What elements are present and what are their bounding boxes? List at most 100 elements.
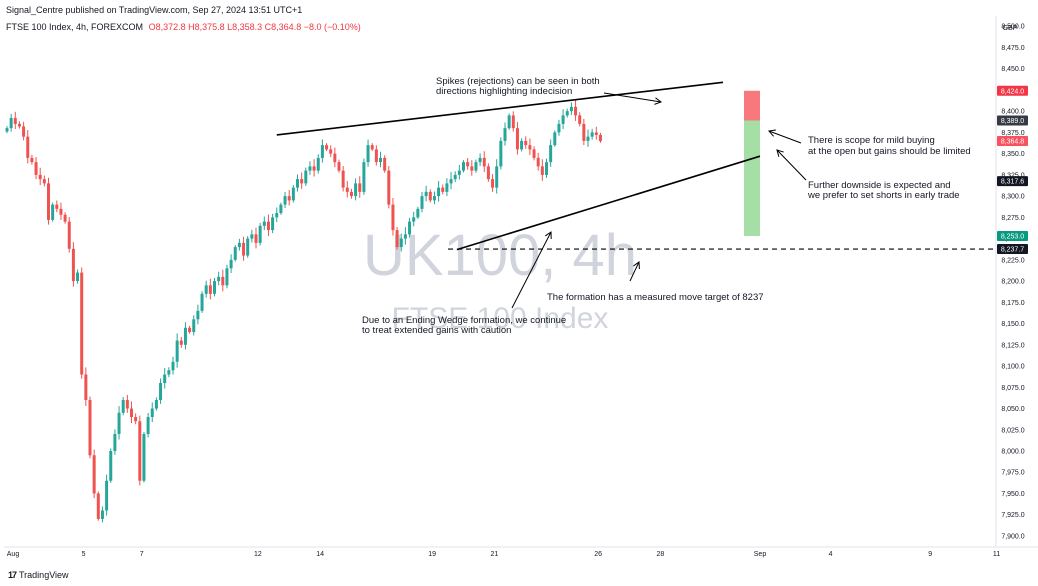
candle-body [308,166,312,171]
candle-body [445,183,449,192]
candle-body [565,111,569,116]
stop-loss-zone [744,90,760,121]
watermark-main: UK100, 4h [363,223,637,288]
candle-body [34,162,38,175]
wedge-upper-line [276,81,724,136]
candles [5,100,602,523]
price-tag [997,231,1028,242]
candle-body [391,204,395,231]
candle-body [42,179,46,184]
candle-body [383,157,387,171]
candle-body [242,242,246,256]
arrow-spikes-head [654,97,663,105]
y-tick-label: 7,925.0 [1001,512,1024,519]
arrow-target-head [633,261,640,270]
candle-body [200,293,204,311]
candle-body [499,140,503,167]
candle-body [113,434,117,451]
y-tick-label: 8,275.0 [1001,215,1024,222]
candle-body [424,191,428,197]
candle-body [420,196,424,209]
candle-body [408,221,412,235]
x-tick-label: 7 [140,551,144,558]
candle-body [437,187,441,197]
candle-body [150,408,154,418]
plot-frame [4,16,1038,548]
candle-body [30,157,34,163]
symbol-title[interactable]: FTSE 100 Index, 4h, FOREXCOM [6,22,144,32]
candle-body [142,434,146,481]
candle-body [524,140,528,146]
candle-body [598,134,602,142]
candle-body [84,374,88,401]
candle-body [379,157,382,163]
note-spikes-2: directions highlighting indecision [436,86,572,97]
time-axis[interactable]: Aug 5 7 12 14 19 21 26 28 Sep 4 9 11 [7,551,1001,558]
y-tick-label: 8,450.0 [1001,66,1024,73]
candle-body [105,480,109,511]
y-tick-label: 7,900.0 [1001,533,1024,540]
candle-body [594,132,598,135]
x-tick-label: Sep [754,551,767,558]
y-tick-label: 8,025.0 [1001,427,1024,434]
candle-body [453,174,457,180]
price-tag-label: 8,317.6 [1001,179,1024,186]
tradingview-footer[interactable]: 17 TradingView [8,570,69,580]
price-tag [997,115,1028,126]
note-spikes-1: Spikes (rejections) can be seen in both [436,76,600,87]
candle-body [266,221,270,231]
candle-body [416,208,420,218]
candle-body [117,412,121,435]
y-tick-label: 8,125.0 [1001,342,1024,349]
candle-body [287,196,291,201]
candle-body [329,149,333,154]
y-tick-label: 8,150.0 [1001,321,1024,328]
candle-body [486,166,490,180]
candle-body [341,170,345,188]
y-tick-label: 8,050.0 [1001,406,1024,413]
candle-body [167,370,171,375]
candle-body [258,225,262,243]
y-tick-label: 8,325.0 [1001,172,1024,179]
candle-body [9,117,13,129]
candle-body [333,153,337,163]
x-tick-label: 19 [428,551,436,558]
candle-body [316,157,320,171]
arrow-buying [768,130,802,144]
candle-body [515,128,519,150]
candle-body [233,247,237,260]
symbol-line: FTSE 100 Index, 4h, FOREXCOM O8,372.8 H8… [6,22,361,32]
candle-body [17,123,21,127]
candle-body [188,327,192,333]
candle-body [192,319,196,333]
candle-body [13,117,17,124]
candle-body [549,145,553,163]
candle-body [163,374,167,384]
candle-body [22,126,26,137]
price-tag-label: 8,389.0 [1001,118,1024,125]
candle-body [208,285,212,294]
published-line: Signal_Centre published on TradingView.c… [6,5,303,15]
candle-body [374,149,378,163]
risk-reward-zones [744,90,760,237]
currency-label[interactable]: GBP [1003,25,1018,32]
x-tick-label: 9 [928,551,932,558]
x-tick-label: 12 [254,551,262,558]
candle-body [271,217,275,231]
candle-body [574,106,578,116]
price-axis[interactable]: 7,900.0 7,925.0 7,950.0 7,975.0 8,000.0 8,025… [1001,24,1024,541]
tradingview-brand: TradingView [19,570,69,580]
watermark-sub: FTSE 100 Index [392,302,609,335]
candle-body [449,179,453,184]
candle-body [296,179,299,188]
x-tick-label: 5 [82,551,86,558]
price-tag-label: 8,237.7 [1001,247,1024,254]
candle-body [569,106,573,112]
candle-body [121,400,125,413]
candle-body [370,145,374,150]
arrow-spikes [603,92,662,103]
x-tick-label: 11 [993,551,1000,558]
y-tick-label: 8,200.0 [1001,279,1024,286]
candle-body [92,455,96,494]
